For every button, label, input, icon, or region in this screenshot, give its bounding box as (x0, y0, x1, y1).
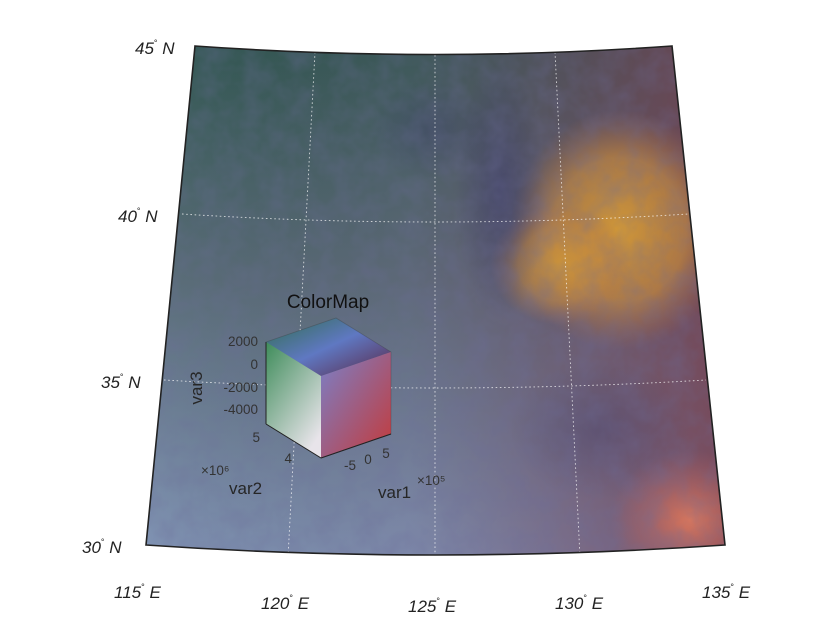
map-frame (145, 45, 726, 556)
var3-tick-neg2000: -2000 (223, 380, 258, 395)
var3-tick-2000: 2000 (228, 334, 258, 349)
legend-cube-top (266, 318, 391, 376)
latitude-labels: 45° N 40° N 35° N 30° N (82, 38, 175, 557)
lon-label-120: 120° E (261, 593, 310, 613)
lon-label-125: 125° E (408, 596, 457, 616)
var2-ticks: 5 4 (252, 430, 292, 466)
var2-exponent: ×10⁶ (201, 463, 229, 478)
var1-tick-neg5: -5 (344, 458, 356, 473)
lat-label-35: 35° N (101, 372, 141, 392)
var1-axis (320, 433, 392, 459)
var2-tick-4: 4 (284, 451, 292, 466)
lon-label-115: 115° E (114, 582, 161, 602)
longitude-labels: 115° E 120° E 125° E 130° E 135° E (114, 582, 751, 616)
var3-label: var3 (187, 371, 206, 404)
lat-label-30: 30° N (82, 537, 122, 557)
var1-tick-5: 5 (382, 446, 390, 461)
var3-ticks: 2000 0 -2000 -4000 (223, 334, 258, 417)
lon-label-135: 135° E (702, 582, 751, 602)
var3-tick-neg4000: -4000 (223, 402, 258, 417)
var1-tick-0: 0 (364, 452, 372, 467)
var2-label: var2 (229, 479, 262, 498)
var2-axis (265, 423, 322, 459)
var1-ticks: -5 0 5 (344, 446, 390, 473)
map-raster (146, 46, 725, 555)
var2-tick-5: 5 (252, 430, 260, 445)
colormap-legend: ColorMap 2000 0 -2000 -4000 var3 5 4 ×10… (187, 292, 446, 502)
var1-label: var1 (378, 483, 411, 502)
legend-title: ColorMap (287, 292, 369, 313)
var3-tick-0: 0 (250, 357, 258, 372)
var1-exponent: ×10⁵ (417, 473, 446, 488)
lat-label-45: 45° N (135, 38, 175, 58)
lon-label-130: 130° E (555, 593, 604, 613)
lat-label-40: 40° N (118, 206, 158, 226)
graticule (163, 51, 707, 555)
legend-cube-right (321, 352, 391, 458)
legend-cube-left (266, 342, 321, 458)
